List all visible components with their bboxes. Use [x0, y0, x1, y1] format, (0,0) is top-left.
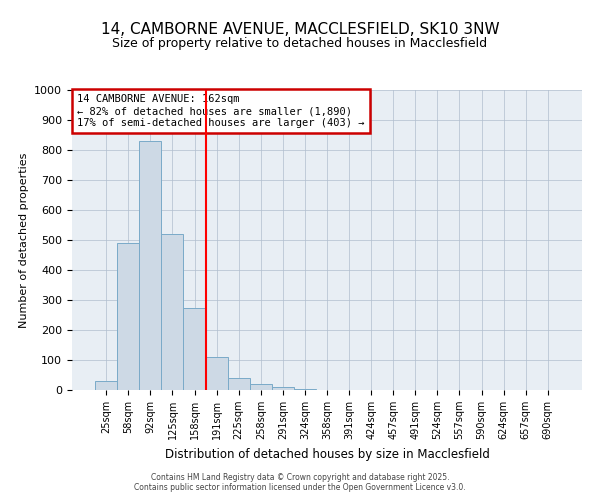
Bar [95, 381, 117, 390]
Bar [117, 243, 139, 390]
Bar [227, 378, 250, 390]
Text: Contains HM Land Registry data © Crown copyright and database right 2025.
Contai: Contains HM Land Registry data © Crown c… [134, 473, 466, 492]
X-axis label: Distribution of detached houses by size in Macclesfield: Distribution of detached houses by size … [164, 448, 490, 460]
Text: Size of property relative to detached houses in Macclesfield: Size of property relative to detached ho… [112, 38, 488, 51]
Bar [139, 141, 161, 390]
Text: 14 CAMBORNE AVENUE: 162sqm
← 82% of detached houses are smaller (1,890)
17% of s: 14 CAMBORNE AVENUE: 162sqm ← 82% of deta… [77, 94, 365, 128]
Y-axis label: Number of detached properties: Number of detached properties [19, 152, 29, 328]
Bar [206, 357, 227, 390]
Bar [250, 384, 272, 390]
Text: 14, CAMBORNE AVENUE, MACCLESFIELD, SK10 3NW: 14, CAMBORNE AVENUE, MACCLESFIELD, SK10 … [101, 22, 499, 38]
Bar [272, 387, 294, 390]
Bar [184, 308, 206, 390]
Bar [294, 388, 316, 390]
Bar [161, 234, 184, 390]
